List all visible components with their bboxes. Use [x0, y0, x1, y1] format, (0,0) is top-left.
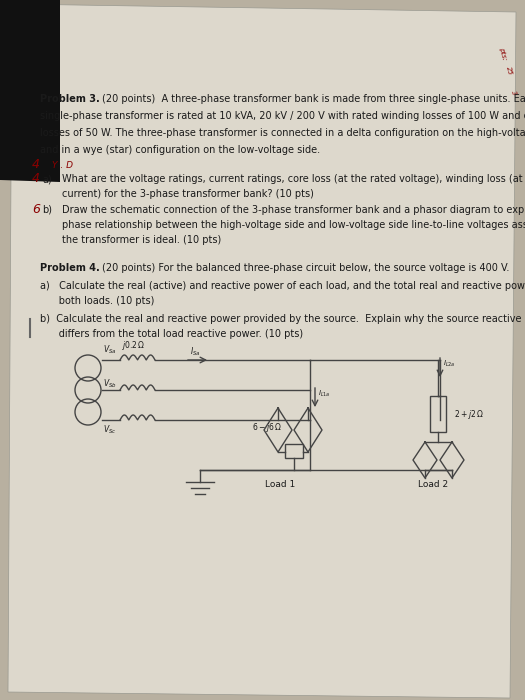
Text: 25: 25 — [505, 66, 513, 76]
Text: b)  Calculate the real and reactive power provided by the source.  Explain why t: b) Calculate the real and reactive power… — [40, 314, 525, 324]
Text: 4: 4 — [32, 172, 40, 185]
Text: Draw the schematic connection of the 3-phase transformer bank and a phasor diagr: Draw the schematic connection of the 3-p… — [62, 205, 525, 215]
Text: (20 points) For the balanced three-phase circuit below, the source voltage is 40: (20 points) For the balanced three-phase… — [102, 263, 509, 273]
Text: 4: 4 — [32, 158, 40, 171]
Text: single-phase transformer is rated at 10 kVA, 20 kV / 200 V with rated winding lo: single-phase transformer is rated at 10 … — [40, 111, 525, 121]
Text: and in a wye (star) configuration on the low-voltage side.: and in a wye (star) configuration on the… — [40, 145, 320, 155]
Bar — [285, 444, 303, 458]
Text: 6: 6 — [32, 203, 40, 216]
Text: the transformer is ideal. (10 pts): the transformer is ideal. (10 pts) — [62, 235, 221, 245]
Text: losses of 50 W. The three-phase transformer is connected in a delta configuratio: losses of 50 W. The three-phase transfor… — [40, 128, 525, 138]
Text: Y . D: Y . D — [52, 161, 73, 170]
Text: a): a) — [42, 174, 52, 184]
Text: a)   Calculate the real (active) and reactive power of each load, and the total : a) Calculate the real (active) and react… — [40, 281, 525, 291]
Text: Load 2: Load 2 — [418, 480, 448, 489]
Text: pts:: pts: — [498, 47, 507, 61]
Text: $V_{Sb}$: $V_{Sb}$ — [103, 377, 117, 389]
Text: 3: 3 — [510, 90, 517, 96]
Text: $I_{Sa}$: $I_{Sa}$ — [190, 345, 201, 358]
Bar — [430, 396, 446, 432]
Text: current) for the 3-phase transformer bank? (10 pts): current) for the 3-phase transformer ban… — [62, 189, 314, 199]
Text: differs from the total load reactive power. (10 pts): differs from the total load reactive pow… — [40, 329, 303, 339]
Text: b): b) — [42, 205, 52, 215]
Text: $I_{L2a}$: $I_{L2a}$ — [443, 359, 456, 369]
Polygon shape — [8, 4, 516, 698]
Text: What are the voltage ratings, current ratings, core loss (at the rated voltage),: What are the voltage ratings, current ra… — [62, 174, 525, 184]
Text: $6-j6\,\Omega$: $6-j6\,\Omega$ — [252, 421, 282, 434]
Text: $V_{Sc}$: $V_{Sc}$ — [103, 423, 117, 435]
Text: $I_{L1a}$: $I_{L1a}$ — [318, 389, 331, 399]
Text: $j0.2\,\Omega$: $j0.2\,\Omega$ — [122, 339, 145, 352]
Text: $V_{Sa}$: $V_{Sa}$ — [103, 343, 117, 356]
Text: both loads. (10 pts): both loads. (10 pts) — [40, 296, 154, 306]
Text: Problem 4.: Problem 4. — [40, 263, 100, 273]
Text: Problem 3.: Problem 3. — [40, 94, 100, 104]
Text: Load 1: Load 1 — [265, 480, 295, 489]
Text: $2+j2\,\Omega$: $2+j2\,\Omega$ — [454, 408, 484, 421]
Text: (20 points)  A three-phase transformer bank is made from three single-phase unit: (20 points) A three-phase transformer ba… — [102, 94, 525, 104]
Polygon shape — [0, 0, 60, 182]
Text: phase relationship between the high-voltage side and low-voltage side line-to-li: phase relationship between the high-volt… — [62, 220, 525, 230]
